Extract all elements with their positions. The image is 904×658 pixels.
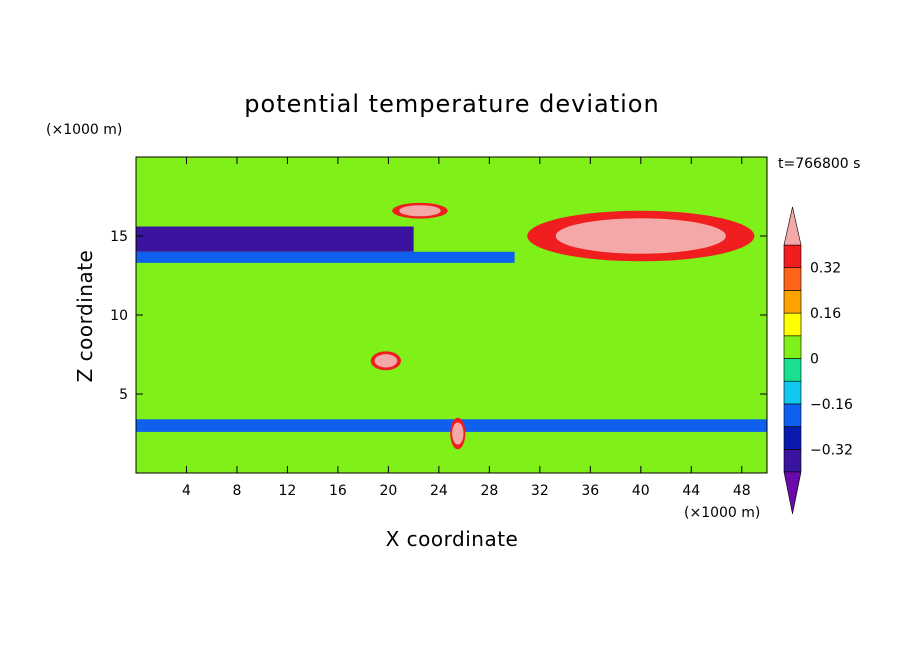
time-label: t=766800 s (778, 156, 860, 172)
y-tick-label: 15 (110, 229, 128, 245)
x-tick-label: 8 (232, 483, 241, 499)
colorbar-top-arrow (783, 206, 802, 246)
colorbar-label: −0.32 (810, 442, 853, 458)
colorbar-label: 0.32 (810, 261, 841, 277)
x-tick-label: 32 (531, 483, 549, 499)
colorbar-swatch (783, 312, 802, 337)
colorbar-swatch (783, 267, 802, 291)
x-tick-label: 48 (733, 483, 751, 499)
contour-blob-5 (555, 218, 726, 254)
contour-blob-7 (374, 354, 398, 368)
colorbar-swatch (783, 426, 802, 450)
colorbar-swatch (783, 403, 802, 427)
y-tick-label: 10 (110, 308, 128, 324)
x-ticks: 4 8 12 16 20 24 28 32 36 40 44 48 (182, 157, 751, 499)
colorbar-label: −0.16 (810, 397, 853, 413)
colorbar-swatch (783, 290, 802, 314)
x-axis-label: X coordinate (386, 527, 519, 551)
x-tick-label: 36 (581, 483, 599, 499)
x-tick-label: 44 (682, 483, 700, 499)
x-tick-label: 24 (430, 483, 448, 499)
x-tick-label: 40 (632, 483, 650, 499)
y-tick-label: 5 (119, 387, 128, 403)
x-axis-unit: (×1000 m) (684, 505, 760, 521)
x-tick-label: 4 (182, 483, 191, 499)
contour-band-2 (136, 305, 767, 322)
colorbar-swatch (783, 335, 802, 359)
x-tick-label: 28 (480, 483, 498, 499)
plot-area (136, 157, 767, 473)
x-tick-label: 16 (329, 483, 347, 499)
colorbar-label: 0 (810, 352, 819, 368)
y-axis-label: Z coordinate (73, 250, 97, 383)
y-axis-unit: (×1000 m) (46, 122, 122, 138)
colorbar-label: 0.16 (810, 306, 841, 322)
x-tick-label: 12 (279, 483, 297, 499)
colorbar: 0.32 0.16 0 −0.16 −0.32 (783, 206, 853, 515)
colorbar-swatch (783, 380, 802, 405)
colorbar-swatch (783, 244, 802, 269)
contour-band-0 (136, 226, 414, 252)
contour-blob-6 (399, 205, 441, 217)
chart-title: potential temperature deviation (244, 90, 659, 118)
contour-band-3 (136, 333, 767, 353)
colorbar-swatch (783, 358, 802, 382)
contour-band-1 (136, 251, 515, 263)
contour-blob-8 (452, 422, 464, 445)
colorbar-bottom-arrow (783, 471, 802, 515)
colorbar-swatch (783, 448, 802, 473)
y-ticks: 5 10 15 (110, 229, 767, 403)
x-tick-label: 20 (379, 483, 397, 499)
